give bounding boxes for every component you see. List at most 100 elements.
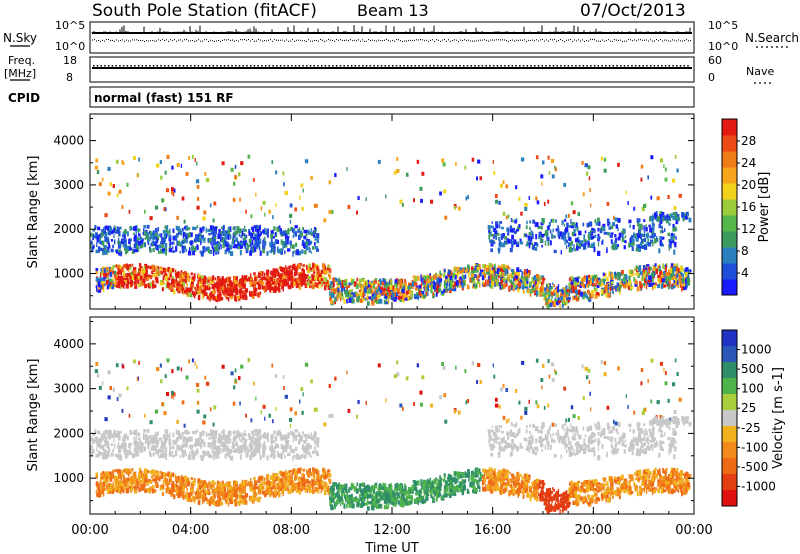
power-echo (192, 226, 196, 230)
power-echo (229, 244, 233, 250)
power-echo (424, 284, 426, 289)
power-echo (657, 283, 661, 289)
power-echo (344, 278, 348, 284)
power-echo (498, 264, 500, 270)
power-echo (161, 248, 165, 252)
power-echo (643, 230, 646, 237)
nsearch-sample (376, 40, 377, 42)
nsearch-sample (242, 39, 243, 41)
nave-sample (384, 65, 387, 67)
power-echo (498, 200, 501, 205)
power-echo (162, 250, 166, 254)
colorbar-tick-label: 28 (741, 134, 756, 148)
power-echo (205, 279, 208, 284)
nsearch-sample (144, 40, 145, 42)
nsearch-sample (342, 39, 343, 41)
power-echo (396, 156, 399, 161)
power-echo (443, 280, 446, 285)
power-echo (634, 234, 636, 239)
power-echo (450, 276, 452, 280)
power-echo (315, 274, 319, 279)
power-echo (512, 284, 516, 289)
power-echo (232, 227, 236, 230)
power-echo (356, 210, 358, 215)
nave-sample (526, 65, 529, 67)
nave-sample (145, 65, 147, 67)
nsearch-sample (690, 40, 691, 42)
power-echo (137, 233, 141, 237)
power-colorbar-cells (722, 119, 737, 296)
power-echo (577, 211, 581, 216)
power-echo (534, 247, 538, 251)
power-echo (165, 251, 167, 256)
power-echo (239, 294, 242, 299)
power-echo (123, 229, 127, 235)
power-echo (603, 157, 607, 162)
nave-sample (668, 65, 671, 67)
power-echo (549, 290, 551, 295)
nave-sample (223, 65, 226, 67)
power-echo (190, 284, 193, 288)
power-echo (203, 281, 207, 285)
power-echo (96, 238, 99, 242)
power-echo (525, 278, 529, 284)
power-echo (187, 277, 191, 282)
power-echo (285, 265, 287, 268)
power-echo (535, 155, 539, 160)
power-echo (203, 275, 206, 280)
power-echo (433, 286, 436, 292)
power-echo (683, 282, 685, 285)
nsearch-sample (688, 40, 689, 42)
power-echo (597, 233, 600, 238)
power-echo (670, 284, 674, 290)
power-echo (479, 269, 484, 272)
power-echo (118, 277, 121, 283)
power-echo (121, 204, 124, 209)
power-echo (284, 275, 287, 280)
power-echo (506, 274, 509, 278)
power-echo (511, 281, 514, 286)
power-echo (91, 247, 94, 253)
power-echo (595, 288, 598, 292)
power-echo (610, 232, 614, 235)
power-echo (103, 268, 106, 274)
power-echo (348, 290, 352, 296)
nave-sample (605, 65, 607, 67)
power-echo (651, 222, 655, 228)
power-echo (586, 280, 589, 286)
power-echo (401, 296, 405, 302)
power-echo (684, 276, 687, 280)
power-echo (451, 277, 454, 281)
nsearch-sample (162, 39, 163, 41)
nave-sample (107, 65, 110, 67)
power-echo (119, 277, 123, 282)
power-echo (555, 219, 557, 223)
power-echo (137, 241, 142, 246)
power-echo (117, 264, 120, 269)
nsearch-sample (294, 40, 295, 42)
power-echo (647, 279, 652, 283)
nave-sample (496, 65, 499, 67)
power-echo (674, 226, 677, 232)
power-echo (607, 232, 610, 236)
power-echo (290, 270, 293, 275)
nave-sample (530, 65, 532, 67)
nave-sample (534, 65, 536, 67)
power-echo (284, 278, 287, 283)
power-echo (527, 287, 530, 294)
nave-sample (317, 65, 319, 67)
power-echo (423, 286, 425, 291)
power-echo (133, 283, 137, 287)
power-echo (371, 300, 375, 306)
nsearch-sample (270, 39, 271, 41)
power-echo (568, 288, 571, 292)
power-echo (202, 216, 206, 221)
power-echo (497, 275, 500, 279)
nsearch-sample (110, 40, 111, 42)
power-echo (148, 274, 151, 279)
nave-sample (93, 65, 95, 67)
power-echo (280, 248, 282, 252)
power-echo (183, 219, 186, 224)
power-echo (515, 185, 518, 190)
power-echo (246, 278, 249, 282)
